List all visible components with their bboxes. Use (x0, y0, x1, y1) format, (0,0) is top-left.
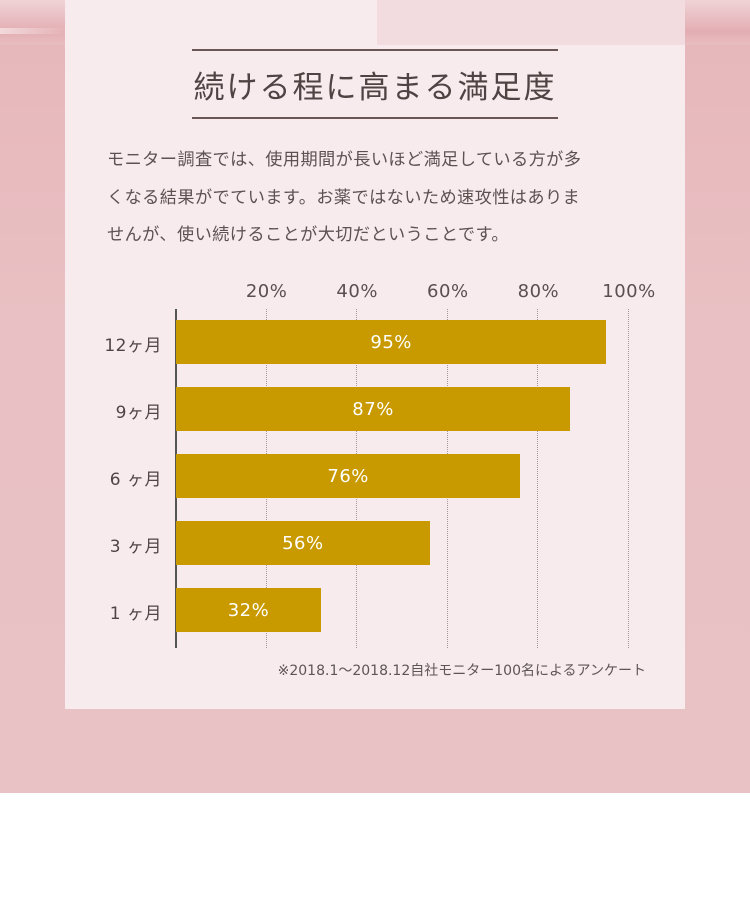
gridline (537, 309, 539, 648)
category-label: 9ヶ月 (115, 403, 162, 423)
bar: 87% (176, 387, 571, 431)
bar-value-label: 76% (327, 465, 369, 487)
category-label: 12ヶ月 (104, 336, 162, 356)
x-tick-label: 20% (245, 281, 288, 302)
gridline (628, 309, 629, 648)
bar-value-label: 32% (227, 599, 270, 621)
y-axis-line (175, 309, 177, 648)
x-tick-label: 80% (517, 281, 560, 302)
bar-value-label: 56% (282, 532, 324, 554)
chart-footnote: ※2018.1〜2018.12自社モニター100名によるアンケート (277, 663, 646, 679)
description-line: せんが、使い続けることが大切だということです。 (107, 225, 509, 245)
card-top-decoration (377, 0, 685, 45)
category-label: 6 ヶ月 (109, 470, 162, 490)
bar-value-label: 87% (352, 398, 394, 420)
x-tick-label: 100% (602, 281, 656, 302)
description-line: モニター調査では、使用期間が長いほど満足している方が多 (107, 150, 582, 170)
bar: 95% (176, 320, 607, 364)
bar: 56% (176, 521, 430, 565)
section-heading: 続ける程に高まる満足度 (192, 49, 558, 119)
category-label: 3 ヶ月 (109, 537, 162, 557)
bar: 32% (176, 588, 321, 632)
bar: 76% (176, 454, 521, 498)
category-label: 1 ヶ月 (109, 604, 162, 624)
x-tick-label: 40% (336, 281, 378, 302)
description-text: モニター調査では、使用期間が長いほど満足している方が多 くなる結果がでています。… (107, 142, 647, 255)
x-tick-label: 60% (427, 281, 469, 302)
section-title: 続ける程に高まる満足度 (193, 69, 557, 106)
description-line: くなる結果がでています。お薬ではないため速攻性はありま (107, 187, 581, 208)
bar-value-label: 95% (370, 331, 412, 353)
